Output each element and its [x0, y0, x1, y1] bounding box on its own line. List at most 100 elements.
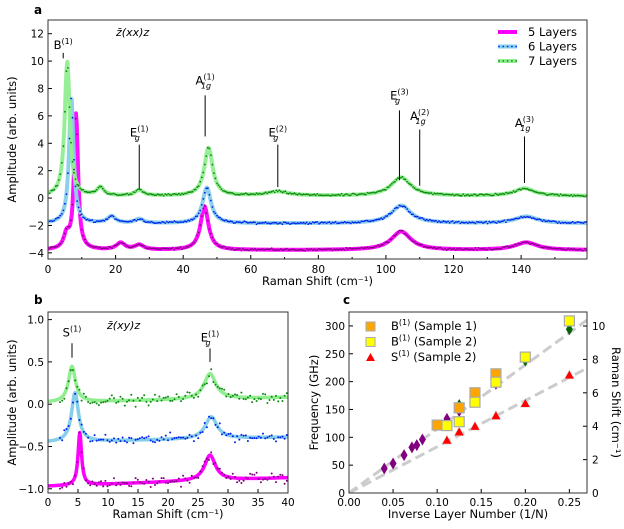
data-point [438, 246, 440, 249]
data-point [497, 220, 500, 223]
data-point [470, 221, 472, 224]
data-point [351, 221, 354, 224]
data-point [151, 398, 154, 401]
data-point [197, 395, 200, 398]
data-point [412, 213, 414, 216]
data-point [533, 243, 536, 246]
data-point [249, 248, 252, 251]
diamond-marker [389, 457, 397, 470]
data-point [454, 221, 457, 224]
data-point [284, 248, 287, 251]
data-point [212, 381, 215, 383]
data-point [363, 193, 366, 196]
data-point [369, 191, 372, 194]
points-7-layers [48, 67, 587, 198]
data-point [509, 191, 512, 194]
data-point [491, 249, 494, 251]
panel-c-right-y-axis-label: Raman Shift (cm⁻¹) [609, 347, 623, 458]
data-point [387, 186, 390, 188]
triangle-marker [563, 369, 575, 380]
data-point [195, 434, 198, 437]
data-point [581, 194, 583, 197]
data-point [474, 247, 477, 249]
data-point [252, 221, 255, 224]
data-point [290, 222, 293, 225]
legend-swatch-dot [515, 60, 518, 62]
data-point [238, 221, 241, 224]
data-point [497, 194, 500, 197]
data-point [161, 247, 164, 250]
data-point [184, 437, 187, 440]
data-point [524, 216, 527, 219]
data-point [579, 221, 582, 224]
data-point [175, 247, 177, 250]
data-point [286, 247, 288, 250]
data-point [511, 191, 513, 194]
data-point [439, 246, 442, 249]
data-point [106, 399, 109, 402]
data-point [253, 473, 256, 476]
data-point [559, 222, 562, 225]
data-point [543, 219, 545, 221]
data-point [129, 246, 132, 249]
x-tick-label: 20 [161, 497, 174, 509]
data-point [462, 221, 465, 224]
data-point [512, 218, 515, 221]
data-point [579, 194, 582, 197]
data-point [383, 216, 386, 219]
data-point [84, 395, 87, 398]
x-tick-label: 0.00 [337, 497, 360, 509]
data-point [415, 242, 418, 245]
data-point [287, 192, 290, 195]
data-point [502, 246, 504, 249]
data-point [357, 193, 360, 196]
data-point [128, 484, 131, 487]
data-point [568, 222, 571, 225]
data-point [188, 220, 191, 222]
data-point [489, 221, 492, 224]
data-point [119, 395, 122, 398]
data-point [462, 193, 465, 196]
data-point [508, 219, 510, 221]
data-point [503, 193, 506, 196]
data-point [491, 194, 494, 197]
data-point [110, 482, 113, 485]
data-point [553, 193, 556, 196]
data-point [371, 247, 373, 249]
data-point [252, 248, 255, 251]
data-point [159, 194, 162, 196]
data-point [441, 221, 443, 223]
data-point [480, 221, 483, 224]
right-y-tick-label: 2 [592, 455, 599, 467]
data-point [502, 220, 504, 223]
data-point [200, 204, 203, 206]
data-point [128, 436, 131, 439]
data-point [180, 400, 182, 403]
data-point [270, 190, 273, 193]
data-point [547, 246, 550, 249]
data-point [51, 220, 54, 223]
data-point [371, 219, 373, 222]
data-point [581, 249, 583, 252]
data-point [302, 221, 305, 224]
data-point [348, 247, 351, 249]
data-point [99, 220, 101, 223]
data-point [540, 219, 542, 221]
data-point [389, 184, 392, 187]
data-point [94, 221, 97, 224]
data-point [576, 194, 579, 197]
data-point [76, 200, 78, 203]
right-y-tick-label: 0 [592, 488, 599, 500]
data-point [170, 247, 173, 250]
legend-swatch-dot [511, 60, 513, 62]
data-point [154, 393, 156, 396]
data-point [421, 244, 424, 246]
data-point [156, 400, 159, 403]
x-tick-label: 0.15 [470, 497, 493, 509]
data-point [279, 436, 282, 439]
data-point [83, 217, 86, 220]
data-point [476, 220, 478, 223]
y-tick-label: 50 [332, 460, 345, 472]
data-point [279, 222, 282, 224]
data-point [398, 204, 401, 207]
